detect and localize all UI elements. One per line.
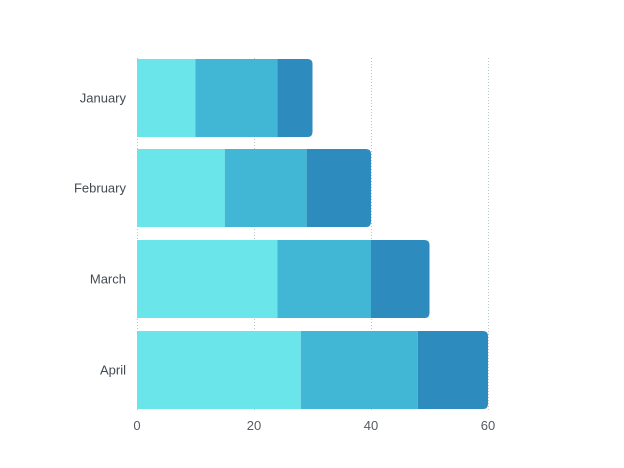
category-label-march: March <box>90 272 126 287</box>
bar-april-segment-1 <box>137 331 301 409</box>
bar-march-segment-3 <box>371 240 430 318</box>
bar-march-segment-1 <box>137 240 278 318</box>
x-tick-label-3: 60 <box>481 418 495 433</box>
bar-january-segment-1 <box>137 59 196 137</box>
category-label-april: April <box>100 363 126 378</box>
x-tick-label-0: 0 <box>133 418 140 433</box>
bar-april-segment-3 <box>417 331 488 409</box>
bars <box>137 59 488 409</box>
bar-february-segment-2 <box>224 149 307 227</box>
bar-january-segment-3 <box>277 59 313 137</box>
x-tick-labels: 0 20 40 60 <box>133 418 495 433</box>
bar-january-segment-2 <box>195 59 278 137</box>
bar-february-segment-1 <box>137 149 225 227</box>
category-label-february: February <box>74 181 127 196</box>
x-tick-label-1: 20 <box>247 418 261 433</box>
bar-april-segment-2 <box>300 331 418 409</box>
bar-march-segment-2 <box>277 240 371 318</box>
category-label-january: January <box>80 91 127 106</box>
x-tick-label-2: 40 <box>364 418 378 433</box>
bar-february-segment-3 <box>306 149 371 227</box>
category-labels: January February March April <box>74 91 127 378</box>
